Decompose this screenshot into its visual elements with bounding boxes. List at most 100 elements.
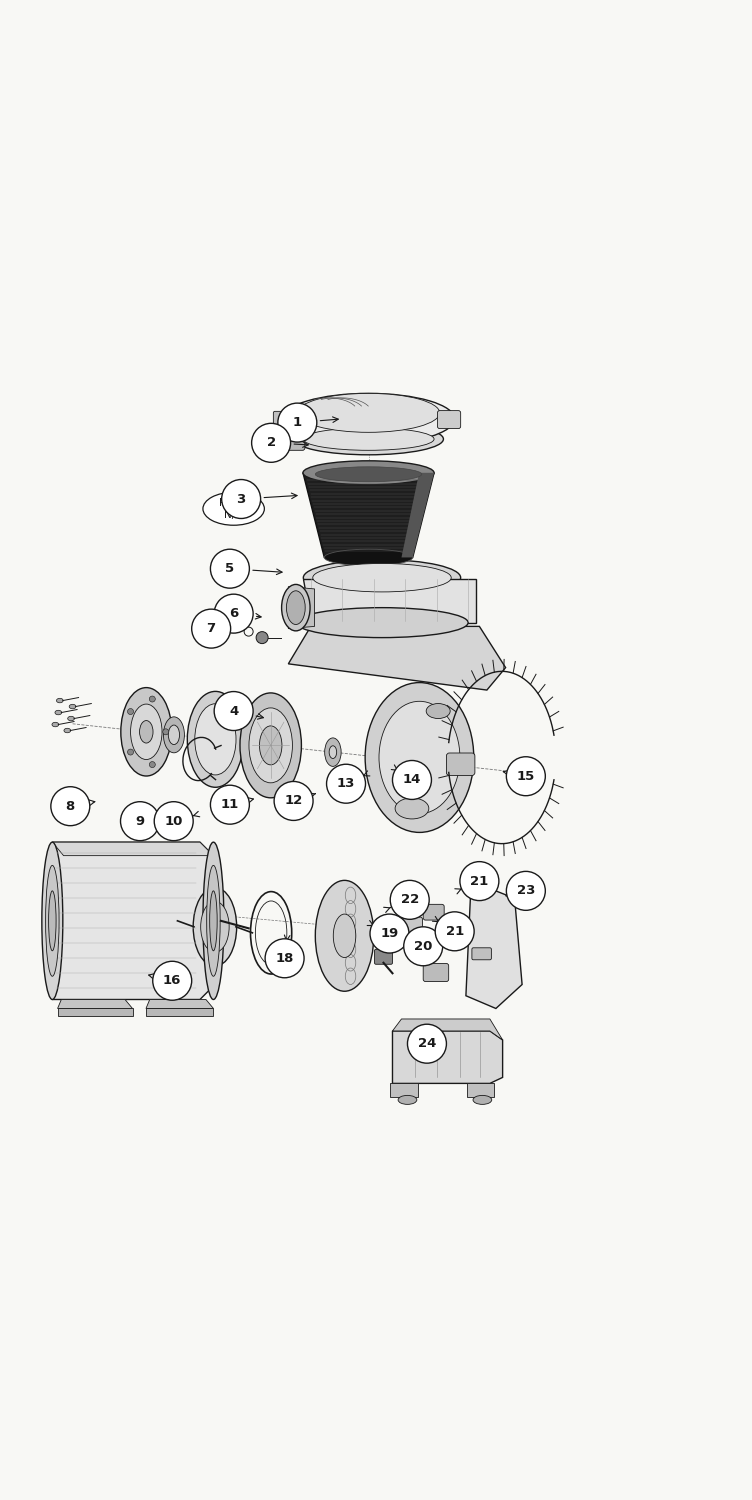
Polygon shape <box>466 880 522 1008</box>
Text: 5: 5 <box>226 562 235 574</box>
Text: 21: 21 <box>445 926 464 938</box>
Ellipse shape <box>52 723 59 728</box>
Ellipse shape <box>201 902 229 952</box>
Circle shape <box>211 784 250 824</box>
Ellipse shape <box>68 717 74 722</box>
Text: 7: 7 <box>207 622 216 634</box>
Text: 15: 15 <box>517 770 535 783</box>
Ellipse shape <box>282 393 455 444</box>
Ellipse shape <box>398 1095 417 1104</box>
Ellipse shape <box>297 393 440 432</box>
Polygon shape <box>53 842 214 999</box>
Text: 1: 1 <box>293 416 302 429</box>
Circle shape <box>435 912 475 951</box>
Circle shape <box>506 871 545 910</box>
FancyBboxPatch shape <box>277 432 305 450</box>
Text: 11: 11 <box>221 798 239 812</box>
Text: 24: 24 <box>418 1036 436 1050</box>
Ellipse shape <box>203 492 265 525</box>
Polygon shape <box>393 1030 502 1083</box>
Ellipse shape <box>333 914 356 957</box>
Text: 20: 20 <box>414 940 432 952</box>
Text: 2: 2 <box>266 436 276 450</box>
Ellipse shape <box>121 687 171 776</box>
Circle shape <box>265 939 304 978</box>
Circle shape <box>252 423 290 462</box>
Circle shape <box>128 708 134 714</box>
Circle shape <box>277 404 317 442</box>
Text: 4: 4 <box>229 705 238 717</box>
Circle shape <box>326 764 365 802</box>
Circle shape <box>390 880 429 920</box>
Ellipse shape <box>426 704 450 718</box>
Ellipse shape <box>49 891 56 951</box>
Ellipse shape <box>249 708 293 783</box>
Circle shape <box>274 782 313 820</box>
Ellipse shape <box>313 564 451 592</box>
Ellipse shape <box>64 729 71 734</box>
Ellipse shape <box>168 724 180 744</box>
Polygon shape <box>58 1008 132 1016</box>
Circle shape <box>370 914 409 952</box>
Circle shape <box>120 801 159 840</box>
Ellipse shape <box>287 591 305 624</box>
Text: 19: 19 <box>381 927 399 940</box>
Polygon shape <box>53 842 214 855</box>
Text: 16: 16 <box>163 975 181 987</box>
Ellipse shape <box>69 705 76 710</box>
Polygon shape <box>146 1008 214 1016</box>
Circle shape <box>506 756 545 795</box>
Ellipse shape <box>163 717 184 753</box>
Circle shape <box>460 861 499 900</box>
Ellipse shape <box>210 891 217 951</box>
Circle shape <box>192 609 231 648</box>
Text: 6: 6 <box>229 608 238 619</box>
Circle shape <box>211 549 250 588</box>
Ellipse shape <box>315 880 374 992</box>
FancyBboxPatch shape <box>423 904 444 920</box>
Ellipse shape <box>187 692 244 788</box>
Circle shape <box>408 1024 447 1063</box>
Circle shape <box>222 480 261 519</box>
Ellipse shape <box>324 549 413 566</box>
Ellipse shape <box>46 865 59 976</box>
Ellipse shape <box>303 427 434 450</box>
Text: 14: 14 <box>403 774 421 786</box>
Ellipse shape <box>315 466 422 482</box>
Polygon shape <box>393 1019 502 1040</box>
Text: 23: 23 <box>517 885 535 897</box>
Ellipse shape <box>42 842 63 999</box>
Ellipse shape <box>140 720 153 742</box>
Ellipse shape <box>379 702 460 813</box>
Text: 9: 9 <box>135 815 144 828</box>
Polygon shape <box>303 472 434 558</box>
Circle shape <box>214 594 253 633</box>
Ellipse shape <box>329 746 337 759</box>
Text: Part#
N/A: Part# N/A <box>219 498 248 519</box>
Ellipse shape <box>56 699 63 703</box>
Circle shape <box>150 696 156 702</box>
Text: 10: 10 <box>165 815 183 828</box>
Polygon shape <box>303 579 476 622</box>
Ellipse shape <box>365 682 474 832</box>
Circle shape <box>51 786 89 825</box>
Circle shape <box>393 760 432 800</box>
Text: 8: 8 <box>65 800 75 813</box>
Ellipse shape <box>195 704 236 776</box>
FancyBboxPatch shape <box>472 948 491 960</box>
Ellipse shape <box>259 726 282 765</box>
Ellipse shape <box>303 560 461 596</box>
Polygon shape <box>58 999 132 1008</box>
Text: 18: 18 <box>275 952 294 964</box>
Ellipse shape <box>203 842 224 999</box>
FancyBboxPatch shape <box>423 963 449 981</box>
Ellipse shape <box>293 423 444 454</box>
Circle shape <box>154 801 193 840</box>
Polygon shape <box>288 627 505 690</box>
Ellipse shape <box>473 1095 492 1104</box>
FancyBboxPatch shape <box>397 916 423 945</box>
Text: 3: 3 <box>237 492 246 506</box>
FancyBboxPatch shape <box>438 411 461 429</box>
Polygon shape <box>402 472 434 558</box>
Ellipse shape <box>207 865 220 976</box>
